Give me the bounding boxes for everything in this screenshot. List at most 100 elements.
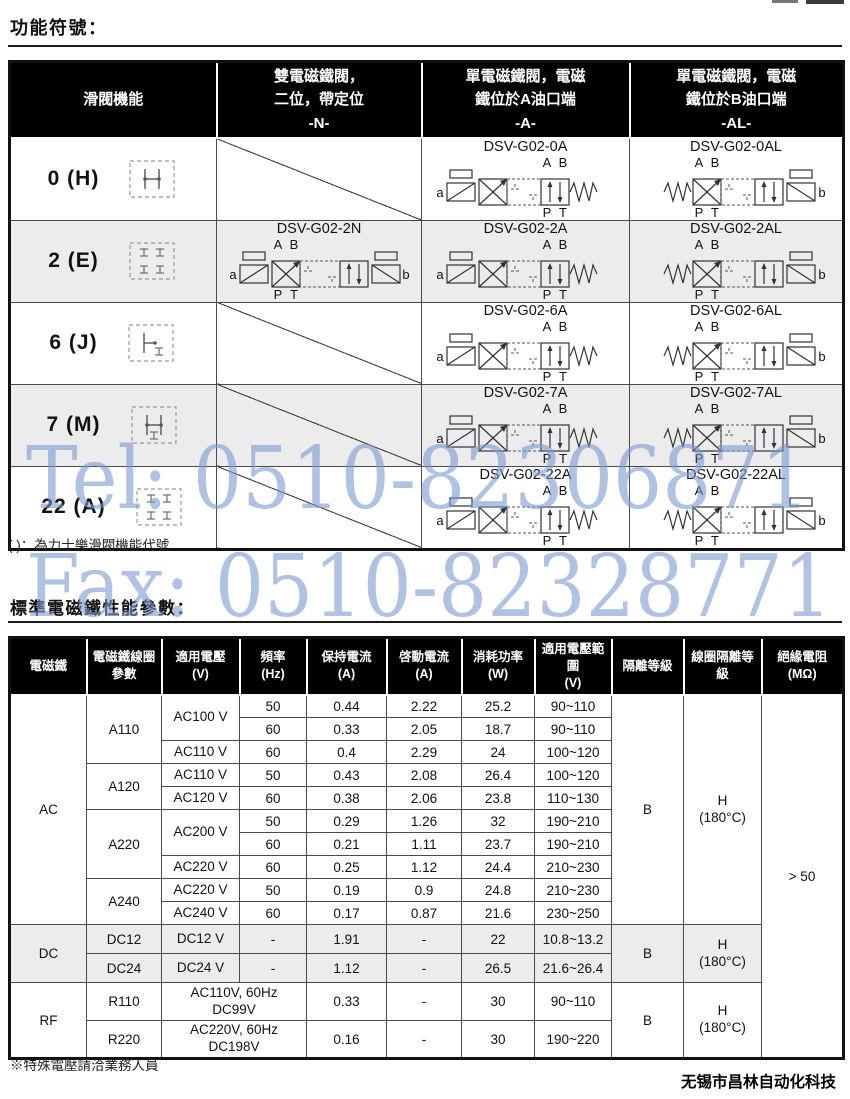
insulation-resistance-cell: > 50 — [761, 694, 844, 1060]
valve-model-code: DSV-G02-6A — [483, 302, 568, 319]
valve-model-code: DSV-G02-2N — [276, 220, 362, 237]
voltage-cell: AC120 V — [161, 786, 240, 811]
svg-text:A: A — [695, 401, 704, 416]
spool-code: 7 (M) — [46, 413, 101, 437]
valve-schematic: a A B P T — [436, 155, 598, 219]
empty-diagonal-cell — [216, 137, 422, 221]
function-table-header: 單電磁鐵閥，電磁 鐵位於B油口端 -AL- — [628, 60, 845, 139]
svg-text:T: T — [711, 205, 719, 219]
solenoid-table-header: 絕緣電阻 (MΩ) — [760, 636, 845, 696]
svg-text:P: P — [542, 205, 551, 219]
spool-code-cell: 7 (M) — [9, 383, 217, 467]
svg-text:P: P — [542, 451, 551, 465]
inrush-current-cell: 1.26 — [386, 809, 462, 834]
inrush-current-cell: 1.12 — [386, 855, 462, 880]
svg-text:P: P — [542, 533, 551, 547]
svg-text:P: P — [542, 287, 551, 301]
svg-text:B: B — [558, 155, 567, 170]
inrush-current-cell: 1.11 — [386, 832, 462, 857]
power-cell: 23.7 — [461, 832, 535, 857]
holding-current-cell: 0.44 — [306, 694, 387, 719]
inrush-current-cell: 0.9 — [386, 878, 462, 903]
solenoid-table-header: 啓動電流 (A) — [385, 636, 463, 696]
valve-model-code: DSV-G02-2AL — [690, 220, 782, 237]
svg-text:A: A — [695, 483, 704, 498]
frequency-cell: 50 — [239, 763, 307, 788]
svg-text:B: B — [711, 483, 720, 498]
valve-schematic: b A B P T — [663, 155, 826, 219]
power-cell: 26.5 — [461, 953, 535, 984]
spool-code-cell: 6 (J) — [9, 301, 217, 385]
inrush-current-cell: - — [386, 924, 462, 955]
svg-text:A: A — [695, 155, 704, 170]
frequency-cell: 60 — [239, 855, 307, 880]
svg-text:B: B — [711, 401, 720, 416]
solenoid-type-cell: RF — [9, 982, 87, 1060]
power-cell: 18.7 — [461, 717, 535, 742]
valve-model-code: DSV-G02-7A — [483, 384, 568, 401]
frequency-cell: 60 — [239, 786, 307, 811]
valve-model-code: DSV-G02-2A — [483, 220, 568, 237]
solenoid-type-cell: DC — [9, 924, 87, 984]
valve-schematic: b A B P T — [663, 319, 826, 383]
coil-name-cell: DC12 — [86, 924, 162, 955]
coil-isolation-class-cell: H (180°C) — [683, 924, 762, 984]
holding-current-cell: 0.25 — [306, 855, 387, 880]
svg-text:P: P — [542, 369, 551, 383]
svg-text:B: B — [711, 319, 720, 334]
voltage-range-cell: 110~130 — [534, 786, 612, 811]
solenoid-table-header: 電磁鐵線圈參數 — [85, 636, 163, 696]
inrush-current-cell: 2.29 — [386, 740, 462, 765]
spool-code-cell: 0 (H) — [9, 137, 217, 221]
power-cell: 23.8 — [461, 786, 535, 811]
section-title-function-symbols: 功能符號： — [10, 18, 108, 38]
svg-text:A: A — [542, 483, 551, 498]
inrush-current-cell: 0.87 — [386, 901, 462, 926]
solenoid-table-header: 消耗功率 (W) — [460, 636, 536, 696]
spool-code-cell: 2 (E) — [9, 219, 217, 303]
valve-schematic: b A B P T — [663, 483, 826, 547]
voltage-range-cell: 210~230 — [534, 878, 612, 903]
isolation-class-cell: B — [611, 694, 684, 926]
svg-text:T: T — [559, 451, 567, 465]
voltage-range-cell: 230~250 — [534, 901, 612, 926]
svg-text:b: b — [818, 185, 825, 200]
voltage-range-cell: 90~110 — [534, 982, 612, 1022]
valve-schematic: a A B P T — [436, 237, 598, 301]
svg-text:B: B — [711, 155, 720, 170]
solenoid-table-row: DC DC12 DC12 V -1.91-22 10.8~13.2 B H (180°C) — [9, 924, 844, 984]
frequency-cell: - — [239, 953, 307, 984]
solenoid-table-row: AC220 V 60 0.25 1.12 24.4 210~230 — [10, 855, 844, 880]
inrush-current-cell: - — [386, 953, 462, 984]
divider-line — [8, 45, 842, 47]
svg-text:B: B — [558, 319, 567, 334]
coil-isolation-class-cell: H (180°C) — [683, 694, 762, 926]
frequency-cell: 50 — [239, 809, 307, 834]
coil-name-cell: R220 — [86, 1020, 162, 1060]
solenoid-table-row: RF R110 AC110V, 60Hz DC99V 0.33-30 90~110 B H … — [9, 982, 844, 1060]
power-cell: 26.4 — [461, 763, 535, 788]
solenoid-table-header: 電磁鐵 — [8, 636, 88, 696]
isolation-class-cell: B — [611, 924, 684, 984]
holding-current-cell: 0.38 — [306, 786, 387, 811]
inrush-current-cell: 2.08 — [386, 763, 462, 788]
company-name: 无锡市昌林自动化科技 — [680, 1074, 836, 1091]
coil-name-cell: A220 — [86, 809, 162, 880]
power-cell: 30 — [461, 982, 535, 1022]
svg-text:a: a — [436, 431, 444, 446]
power-cell: 24 — [461, 740, 535, 765]
footnote-special-voltage: ※特殊電壓請洽業務人員 — [10, 1058, 159, 1073]
voltage-cell: AC220 V — [161, 878, 240, 903]
power-cell: 24.8 — [461, 878, 535, 903]
valve-schematic: a A B P T — [436, 401, 598, 465]
svg-text:P: P — [695, 205, 704, 219]
svg-text:A: A — [542, 155, 551, 170]
section-title-solenoid-parameters: 標準電磁鐵性能參數： — [10, 599, 195, 618]
power-cell: 22 — [461, 924, 535, 955]
solenoid-table-header: 適用電壓 (V) — [160, 636, 241, 696]
